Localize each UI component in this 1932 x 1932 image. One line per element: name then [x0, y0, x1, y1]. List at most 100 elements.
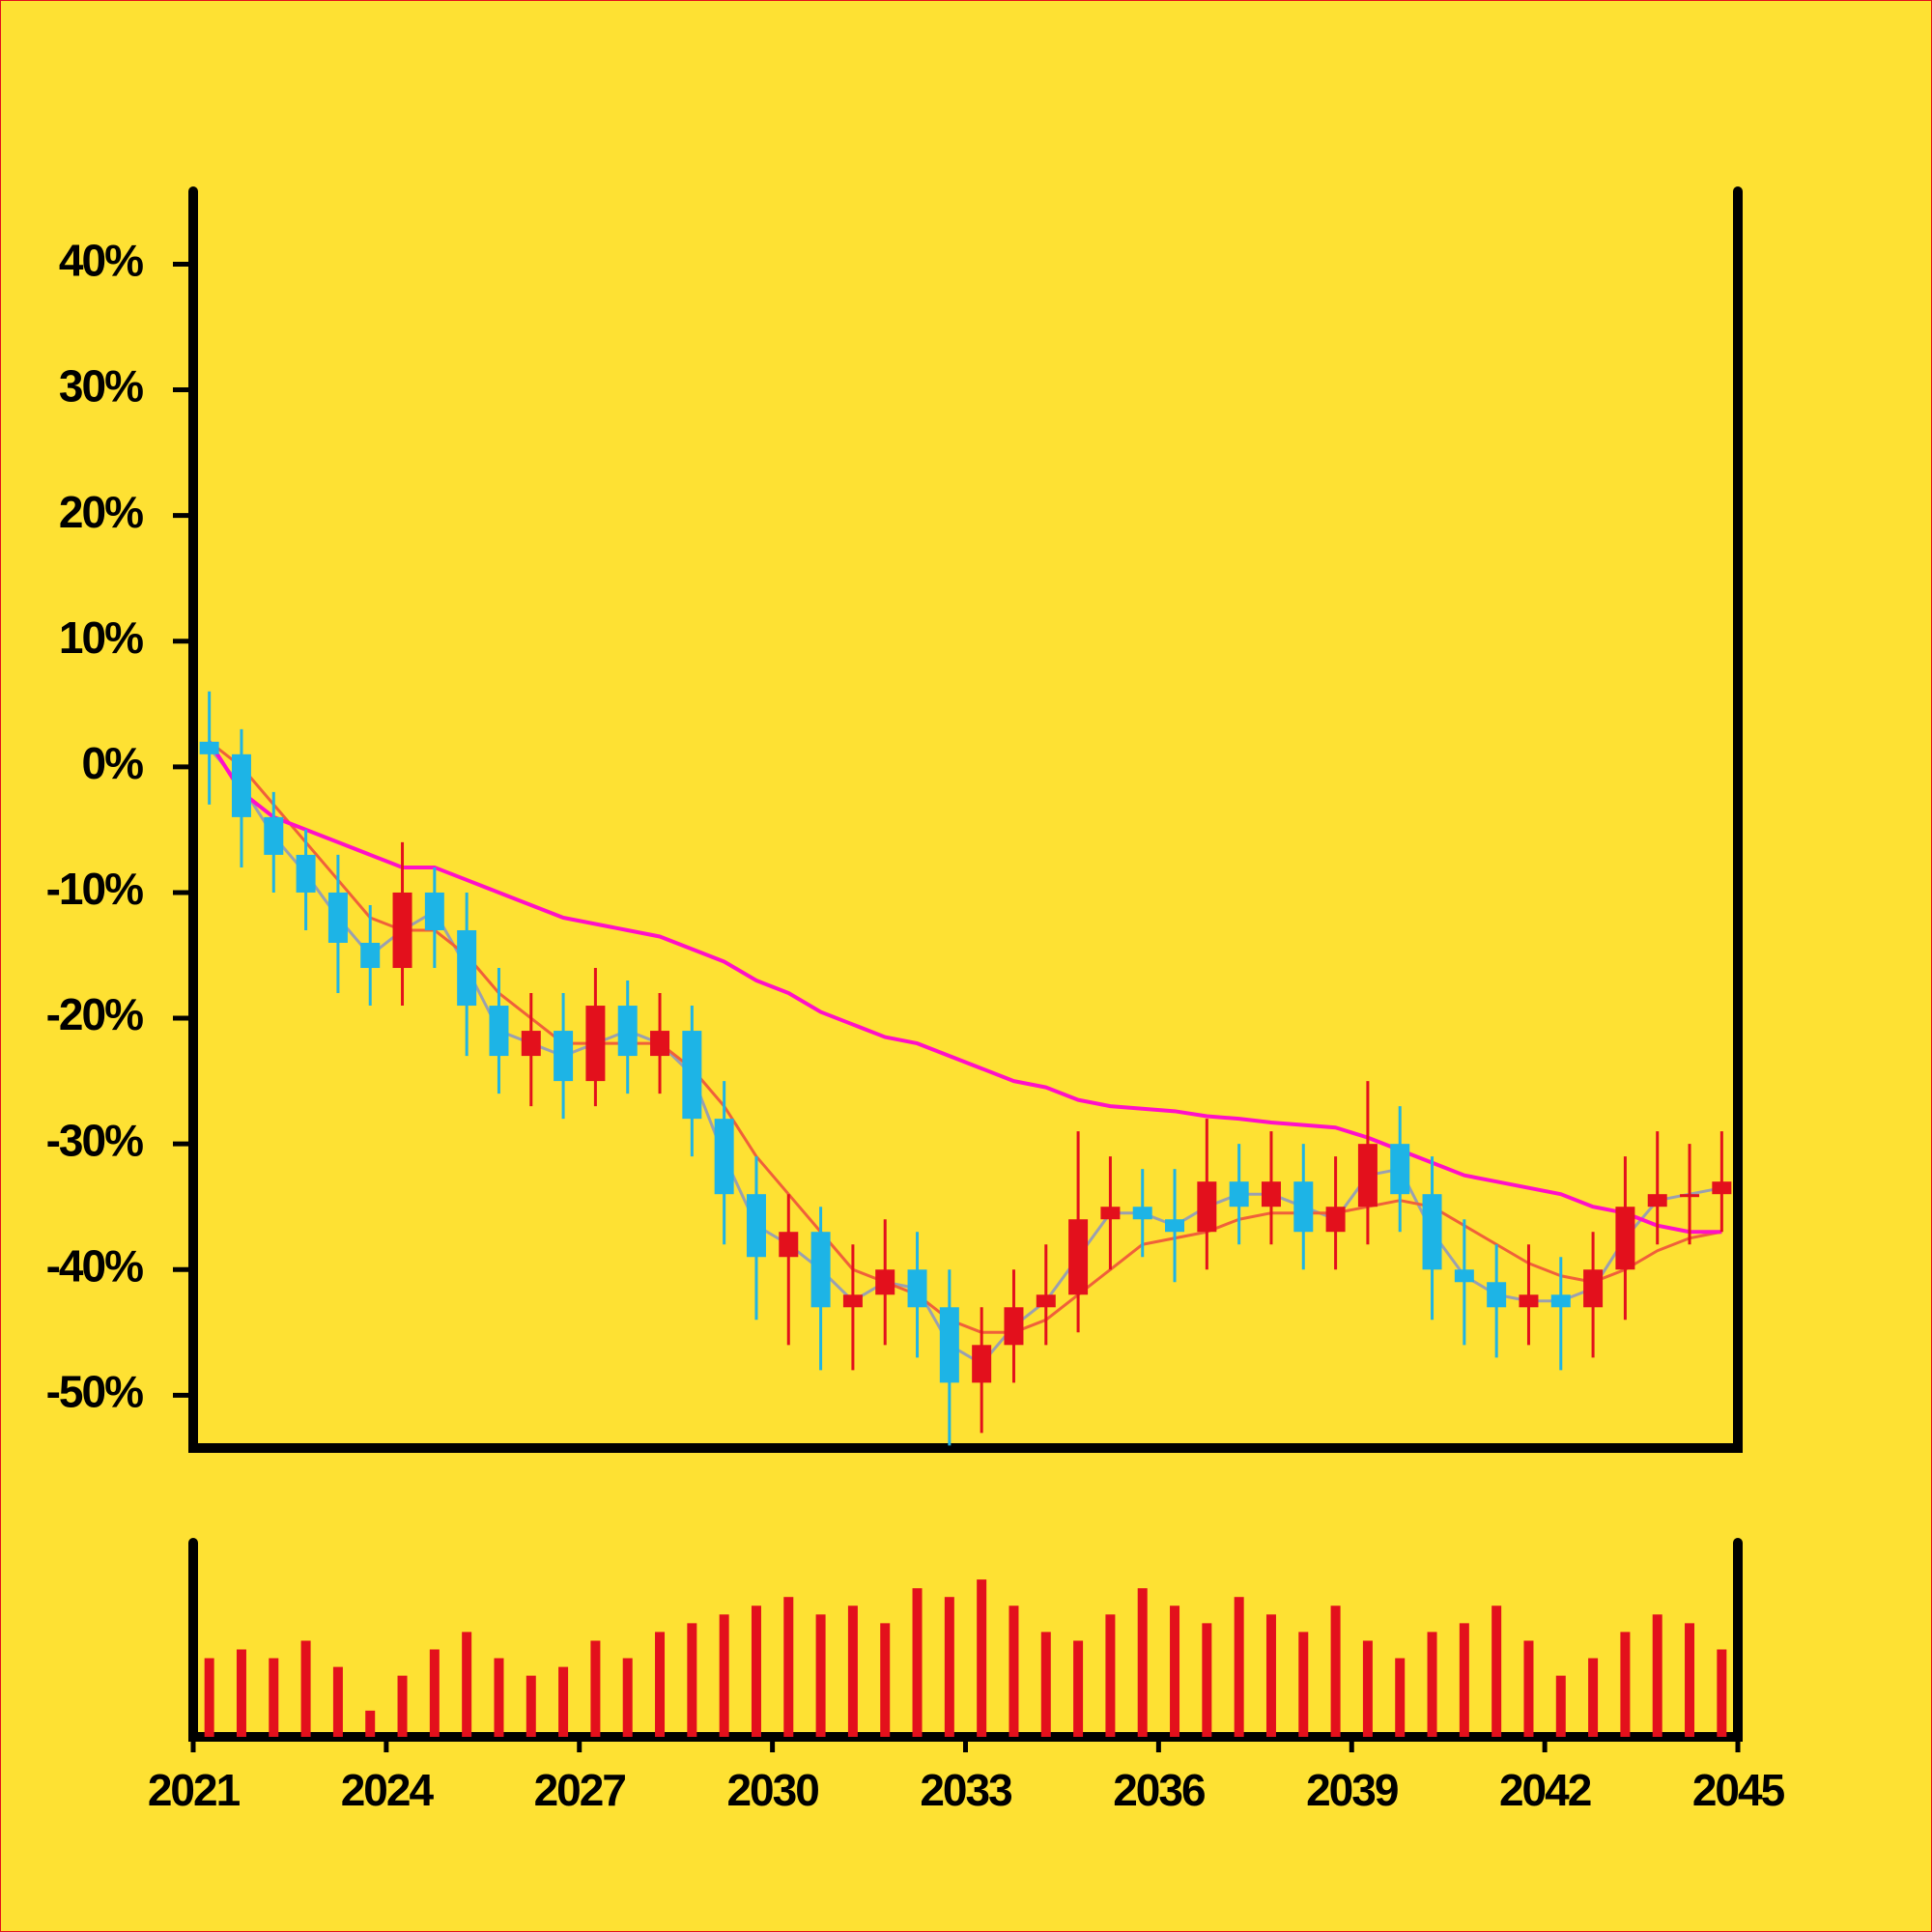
- candle-body: [521, 1031, 541, 1057]
- volume-bar: [1588, 1658, 1599, 1737]
- volume-bar: [1523, 1640, 1534, 1737]
- y-tick-label: 10%: [59, 612, 143, 663]
- volume-bar: [1265, 1614, 1276, 1737]
- candle-body: [1583, 1269, 1604, 1308]
- candle-body: [1132, 1207, 1152, 1220]
- volume-bar: [1492, 1605, 1502, 1737]
- candle-body: [617, 1006, 638, 1057]
- x-tick-label: 2039: [1306, 1765, 1398, 1815]
- candle-body: [199, 741, 219, 754]
- volume-bar: [526, 1675, 536, 1737]
- candle-body: [1680, 1194, 1700, 1198]
- volume-bar: [1427, 1632, 1437, 1737]
- candle-body: [842, 1294, 863, 1308]
- candle-body: [1229, 1181, 1249, 1208]
- volume-bar: [1652, 1614, 1662, 1737]
- volume-bar: [1170, 1605, 1180, 1737]
- y-tick-label: -40%: [46, 1240, 143, 1291]
- volume-bar: [687, 1623, 697, 1737]
- candle-body: [1615, 1207, 1635, 1270]
- candle-body: [1454, 1269, 1474, 1283]
- price-frame: [188, 186, 1743, 1453]
- volume-bar: [1298, 1632, 1309, 1737]
- candle-body: [779, 1232, 799, 1258]
- volume-bar: [977, 1579, 987, 1737]
- candle-body: [1422, 1194, 1442, 1270]
- candle-body: [1261, 1181, 1281, 1208]
- volume-bar: [1555, 1675, 1566, 1737]
- candle-body: [1519, 1294, 1539, 1308]
- volume-bar: [783, 1597, 794, 1737]
- candle-body: [554, 1031, 574, 1082]
- volume-bar: [590, 1640, 601, 1737]
- candle-body: [1487, 1282, 1507, 1308]
- y-tick-label: -50%: [46, 1367, 143, 1417]
- volume-bar: [912, 1588, 923, 1737]
- candle-body: [264, 816, 284, 855]
- candle-body: [1712, 1181, 1732, 1195]
- y-tick-label: 20%: [59, 487, 143, 537]
- candle-body: [907, 1269, 927, 1308]
- volume-bar: [1040, 1632, 1051, 1737]
- candle-body: [939, 1307, 959, 1383]
- volume-bar: [494, 1658, 504, 1737]
- y-tick-label: -30%: [46, 1115, 143, 1165]
- y-tick-label: -10%: [46, 864, 143, 914]
- candle-body: [231, 753, 251, 817]
- y-tick-label: -20%: [46, 989, 143, 1039]
- candle-body: [1293, 1181, 1314, 1233]
- candle-body: [1004, 1307, 1024, 1346]
- volume-bar: [558, 1666, 569, 1737]
- volume-bar: [1202, 1623, 1212, 1737]
- candle-body: [1357, 1144, 1378, 1208]
- volume-bar: [1073, 1640, 1084, 1737]
- volume-bar: [880, 1623, 891, 1737]
- y-tick-label: 30%: [59, 361, 143, 412]
- candle-body: [489, 1006, 509, 1057]
- candle-body: [1197, 1181, 1217, 1233]
- candle-body: [650, 1031, 670, 1057]
- candle-body: [810, 1232, 831, 1308]
- candle-body: [392, 892, 412, 969]
- volume-bar: [462, 1632, 472, 1737]
- volume-bar: [429, 1649, 440, 1737]
- candle-body: [327, 892, 348, 943]
- volume-bar: [1459, 1623, 1469, 1737]
- volume-bar: [1395, 1658, 1406, 1737]
- candle-body: [682, 1031, 702, 1120]
- candle-body: [1390, 1144, 1410, 1195]
- volume-bar: [1137, 1588, 1148, 1737]
- volume-bar: [751, 1605, 761, 1737]
- x-tick-label: 2033: [920, 1765, 1011, 1815]
- candle-body: [1068, 1219, 1089, 1295]
- candle-body: [714, 1119, 734, 1195]
- volume-bar: [365, 1710, 376, 1737]
- candle-body: [1550, 1294, 1571, 1308]
- x-tick-label: 2042: [1499, 1765, 1591, 1815]
- x-tick-label: 2030: [726, 1765, 818, 1815]
- x-tick-label: 2036: [1113, 1765, 1205, 1815]
- volume-bar: [1330, 1605, 1341, 1737]
- candle-body: [1165, 1219, 1185, 1233]
- candle-body: [360, 942, 381, 969]
- candle-body: [1036, 1294, 1056, 1308]
- volume-bar: [622, 1658, 633, 1737]
- volume-bar: [1620, 1632, 1631, 1737]
- x-tick-label: 2045: [1692, 1765, 1785, 1815]
- volume-bar: [719, 1614, 729, 1737]
- x-tick-label: 2021: [148, 1765, 241, 1815]
- candle-body: [746, 1194, 766, 1258]
- x-tick-label: 2024: [341, 1765, 435, 1815]
- volume-bar: [332, 1666, 343, 1737]
- x-tick-label: 2027: [534, 1765, 626, 1815]
- volume-bar: [1105, 1614, 1116, 1737]
- moving-average: [207, 740, 1722, 1235]
- candle-body: [875, 1269, 895, 1295]
- y-tick-label: 40%: [59, 236, 143, 286]
- volume-bar: [1685, 1623, 1695, 1737]
- volume-bar: [944, 1597, 954, 1737]
- candle-body: [457, 929, 477, 1007]
- candle-body: [1325, 1207, 1346, 1233]
